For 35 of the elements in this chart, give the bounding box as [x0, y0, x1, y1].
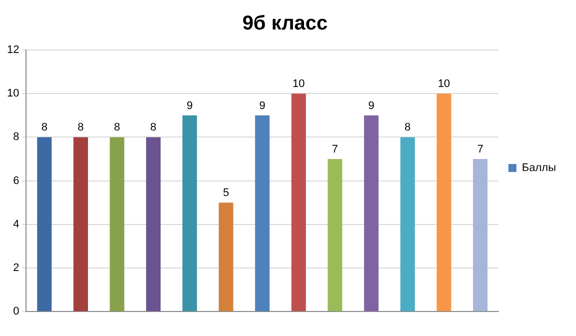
data-label: 9 [186, 100, 193, 112]
data-label: 10 [438, 78, 450, 90]
y-tick-label: 8 [13, 131, 20, 144]
data-label: 8 [404, 122, 411, 134]
y-tick-label: 0 [13, 306, 20, 318]
data-label: 8 [41, 122, 48, 134]
y-tick-label: 10 [6, 88, 20, 100]
bar [146, 137, 161, 312]
bar [255, 115, 270, 312]
data-label: 7 [477, 144, 484, 156]
bar [364, 115, 379, 312]
chart-title: 9б класс [242, 12, 328, 35]
data-label: 10 [292, 78, 305, 90]
bar [328, 159, 342, 312]
bar [37, 137, 52, 312]
y-tick-label: 4 [13, 218, 20, 230]
data-label: 9 [368, 100, 374, 112]
y-tick-label: 6 [13, 174, 20, 187]
data-label: 9 [259, 100, 266, 112]
data-label: 5 [222, 187, 230, 200]
y-tick-label: 2 [13, 262, 20, 274]
bar [291, 94, 306, 312]
bar [472, 159, 488, 312]
data-label: 8 [150, 122, 156, 134]
bar [436, 94, 452, 312]
bar [73, 137, 88, 312]
bar [110, 137, 124, 312]
data-label: 8 [78, 122, 84, 134]
bar [182, 115, 197, 312]
y-tick-label: 12 [6, 44, 20, 56]
data-label: 8 [114, 122, 120, 134]
data-label: 7 [332, 144, 338, 156]
bar [400, 137, 415, 312]
bar [218, 202, 234, 312]
legend-label: Баллы [522, 162, 556, 174]
